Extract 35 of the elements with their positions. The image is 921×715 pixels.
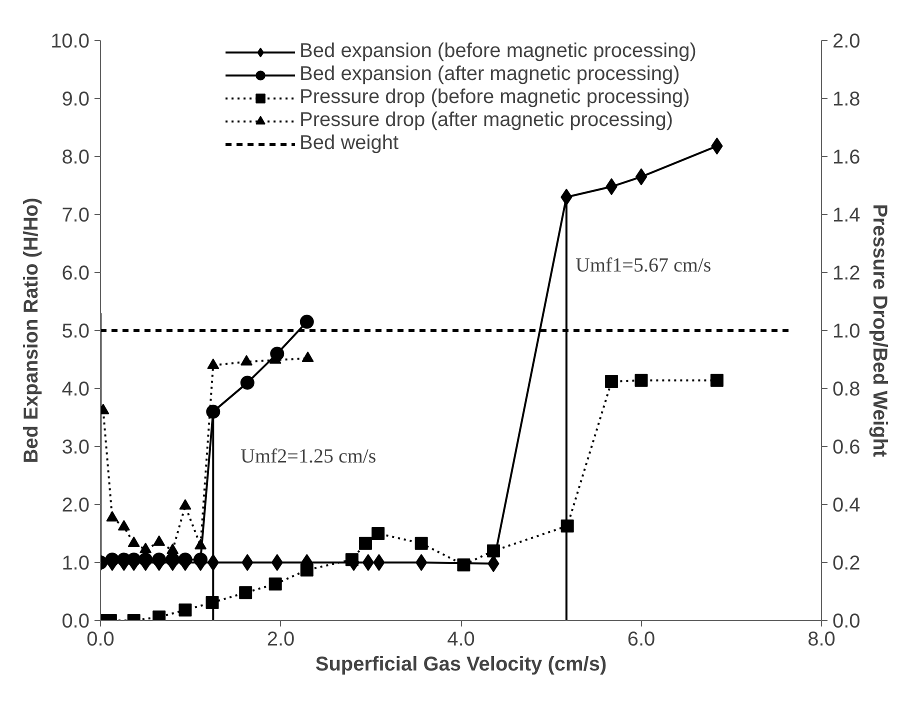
- y-tick-label: 9.0: [62, 88, 90, 110]
- y2-tick-label: 1.2: [832, 262, 860, 284]
- y-tick-label: 4.0: [62, 378, 90, 400]
- y2-tick-label: 1.8: [832, 88, 860, 110]
- x-tick-label: 8.0: [808, 628, 836, 650]
- annotation: Umf2=1.25 cm/s: [240, 446, 376, 468]
- y2-tick-label: 2.0: [832, 30, 860, 52]
- y2-tick-label: 1.0: [832, 320, 860, 342]
- legend-label: Pressure drop (after magnetic processing): [300, 109, 674, 132]
- y2-tick-label: 0.8: [832, 378, 860, 400]
- x-tick-label: 6.0: [627, 628, 656, 650]
- y2-tick-label: 0.2: [832, 552, 860, 574]
- y2-tick-label: 0.0: [832, 610, 860, 632]
- y2-tick-label: 1.4: [832, 204, 860, 226]
- y2-tick-label: 0.6: [832, 436, 860, 458]
- x-axis-title: Superficial Gas Velocity (cm/s): [315, 654, 607, 676]
- y-tick-label: 2.0: [62, 494, 90, 516]
- y-tick-label: 3.0: [62, 436, 90, 458]
- y-tick-label: 1.0: [62, 552, 90, 574]
- y2-tick-label: 1.6: [832, 146, 860, 168]
- legend-label: Pressure drop (before magnetic processing): [300, 86, 690, 109]
- x-tick-label: 4.0: [447, 628, 475, 650]
- legend-label: Bed expansion (after magnetic processing): [300, 63, 680, 86]
- y-tick-label: 6.0: [62, 262, 90, 284]
- y-tick-label: 10.0: [50, 30, 90, 52]
- y2-tick-label: 0.4: [832, 494, 860, 516]
- annotation: Umf1=5.67 cm/s: [576, 254, 712, 276]
- y-axis-title: Bed Expansion Ratio (H/Ho): [20, 198, 43, 464]
- legend-label: Bed expansion (before magnetic processing): [300, 40, 696, 63]
- y-tick-label: 7.0: [62, 204, 90, 226]
- y-tick-label: 8.0: [62, 146, 90, 168]
- x-tick-label: 2.0: [266, 628, 295, 650]
- y-tick-label: 5.0: [62, 320, 90, 342]
- y2-axis-title: Pressure Drop/Bed Weight: [868, 204, 890, 458]
- legend-label: Bed weight: [300, 132, 399, 155]
